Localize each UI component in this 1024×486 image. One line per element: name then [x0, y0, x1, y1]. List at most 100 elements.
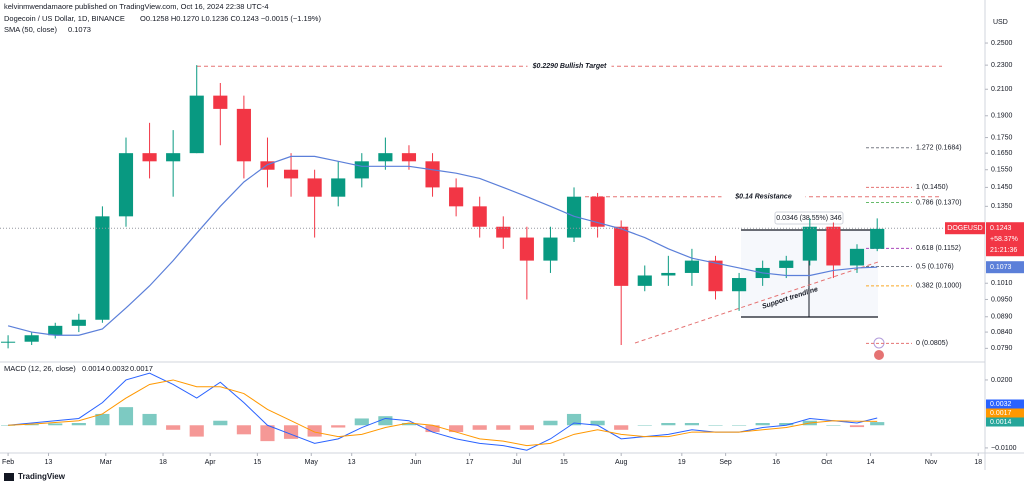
y-tick-label: 0.0790 [991, 345, 1013, 352]
price-label: 0.1243 [990, 225, 1012, 232]
x-tick-label: 14 [867, 459, 875, 466]
macd-name: MACD (12, 26, close) [4, 364, 76, 373]
x-tick-label: Feb [2, 459, 14, 466]
brand-logo [4, 473, 14, 481]
signal-line [8, 379, 878, 447]
candle-body [661, 272, 676, 276]
macd-histogram-bar [849, 425, 865, 428]
candle-body [870, 228, 885, 249]
macd-histogram-bar [708, 425, 723, 426]
symbol-label: DOGEUSD [947, 225, 982, 232]
macd-histogram-bar [378, 416, 393, 426]
change-label: +58.37% [990, 236, 1018, 243]
annotation-bg [721, 191, 806, 202]
x-tick-label: 18 [159, 459, 167, 466]
candle-body [331, 178, 346, 197]
symbol-badge [945, 222, 985, 235]
x-tick-label: 13 [348, 459, 356, 466]
macd-histogram-bar [213, 420, 228, 426]
annotation-bg [527, 61, 612, 72]
ohlc: O0.1258 H0.1270 L0.1236 C0.1243 −0.0015 … [140, 14, 321, 23]
candle-body [590, 196, 605, 227]
sma-value: 0.1073 [68, 25, 91, 34]
macd-line-value: 0.0032 [106, 364, 129, 373]
annotation-label: $0.2290 Bullish Target [532, 63, 607, 70]
candle-body [166, 153, 181, 162]
flag-icon[interactable] [874, 350, 884, 360]
macd-histogram-bar [566, 413, 582, 426]
macd-histogram-bar [401, 423, 417, 426]
macd-signal-value: 0.0017 [130, 364, 153, 373]
x-tick-label: 15 [560, 459, 568, 466]
sma-badge-label: 0.1073 [990, 264, 1012, 271]
macd-histogram-bar [637, 425, 652, 426]
macd-histogram-bar [118, 407, 134, 426]
macd-histogram-bar [1, 425, 16, 426]
candle-body [496, 226, 511, 238]
macd-badge-label: 0.0017 [990, 410, 1012, 417]
x-tick-label: May [305, 459, 319, 466]
candle-body [283, 169, 299, 179]
candle-body [519, 237, 534, 261]
macd-histogram-bar [826, 425, 841, 426]
macd-histogram-bar [307, 425, 322, 437]
sma-name: SMA (50, close) [4, 25, 57, 34]
x-tick-label: Apr [205, 459, 217, 466]
macd-y-tick-label: −0.0100 [991, 445, 1017, 452]
x-tick-label: 16 [772, 459, 780, 466]
candle-body [637, 275, 652, 286]
y-tick-label: 0.1900 [991, 113, 1013, 120]
candle-body [401, 153, 417, 162]
macd-histogram-bar [331, 425, 346, 428]
sma-line [7, 155, 878, 336]
candle-body [213, 95, 228, 109]
fib-label: 1.272 (0.1684) [916, 145, 962, 152]
symbol: Dogecoin / US Dollar, 1D, BINANCE [4, 14, 125, 23]
price-badge [986, 222, 1024, 257]
macd-histogram-bar [166, 425, 181, 430]
currency: USD [993, 19, 1008, 26]
y-tick-label: 0.0890 [991, 314, 1013, 321]
y-tick-label: 0.1450 [991, 184, 1013, 191]
support-trendline [634, 261, 879, 344]
x-tick-label: Sep [719, 459, 732, 466]
measure-label: 0.0346 (38.55%) 346 [776, 215, 841, 222]
macd-histogram-bar [449, 425, 464, 433]
candle-body [802, 226, 817, 261]
macd-histogram-bar [71, 423, 86, 426]
fib-label: 1 (0.1450) [916, 184, 948, 191]
y-tick-label: 0.2500 [991, 40, 1013, 47]
candle-body [142, 153, 157, 162]
candle-body [472, 206, 487, 227]
macd-histogram-bar [779, 423, 794, 426]
candle-body [449, 187, 464, 207]
macd-histogram-bar [48, 423, 63, 426]
x-tick-label: Nov [925, 459, 938, 466]
candle-body [95, 216, 110, 320]
candle-body [24, 335, 39, 342]
macd-badge-label: 0.0032 [990, 401, 1012, 408]
candle-body [826, 226, 841, 266]
macd-histogram-bar [755, 423, 770, 426]
macd-histogram-bar [24, 424, 39, 426]
y-tick-label: 0.0950 [991, 296, 1013, 303]
fib-label: 0.786 (0.1370) [916, 199, 962, 206]
fib-label: 0.5 (0.1076) [916, 263, 954, 270]
countdown-label: 21:21:36 [990, 247, 1017, 254]
macd-badge [986, 408, 1024, 418]
candle-body [849, 248, 865, 266]
macd-histogram-bar [543, 420, 558, 426]
macd-badge [986, 417, 1024, 427]
x-tick-label: Aug [615, 459, 628, 466]
fib-label: 0 (0.0805) [916, 340, 948, 347]
measure-label-box [774, 211, 844, 225]
y-tick-label: 0.1650 [991, 150, 1013, 157]
macd-histogram-bar [472, 425, 487, 430]
y-tick-label: 0.1550 [991, 167, 1013, 174]
y-tick-label: 0.2100 [991, 86, 1013, 93]
y-tick-label: 0.0840 [991, 329, 1013, 336]
x-tick-label: 17 [466, 459, 474, 466]
macd-histogram-bar [142, 413, 157, 426]
candle-body [260, 161, 275, 170]
